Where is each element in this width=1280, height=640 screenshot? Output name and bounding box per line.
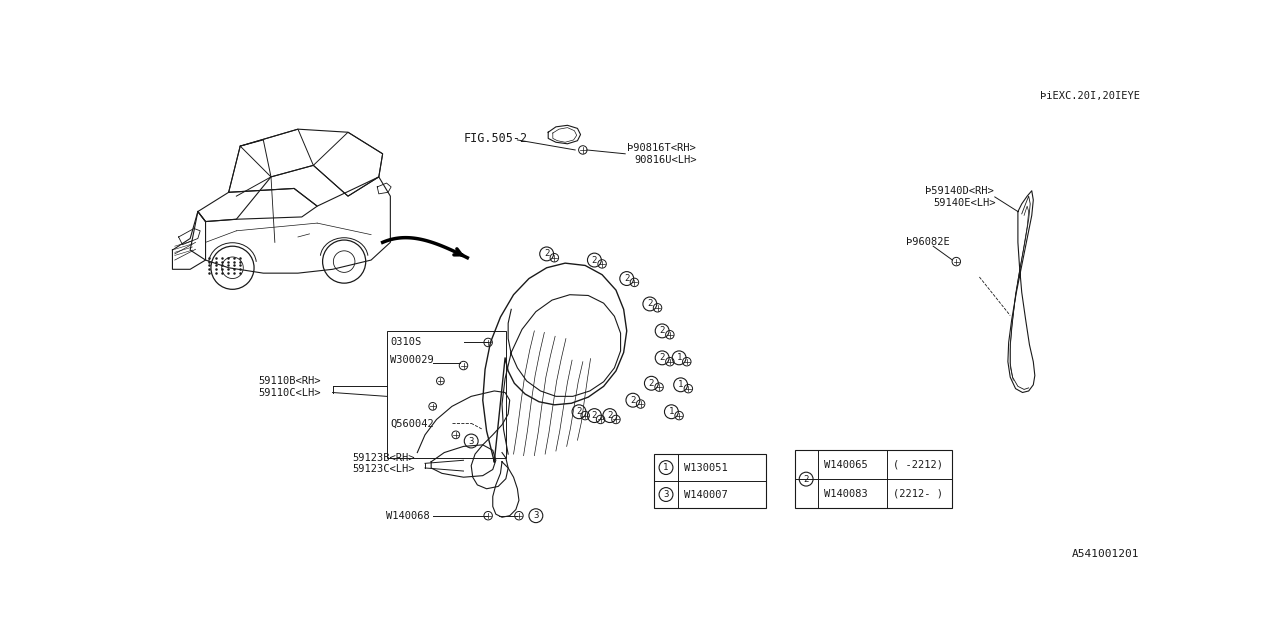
Text: 3: 3: [534, 511, 539, 520]
Text: 2: 2: [804, 475, 809, 484]
Text: Þ90816T<RH>: Þ90816T<RH>: [627, 143, 695, 152]
Text: Þ59140D<RH>: Þ59140D<RH>: [925, 186, 995, 196]
Text: 3: 3: [468, 436, 474, 445]
Text: 1: 1: [678, 380, 684, 389]
Text: ÞiEXC.20I,20IEYE: ÞiEXC.20I,20IEYE: [1039, 91, 1139, 100]
Text: W140065: W140065: [824, 460, 868, 470]
Text: Q560042: Q560042: [390, 419, 434, 428]
Text: 2: 2: [591, 255, 596, 264]
Text: 90816U<LH>: 90816U<LH>: [635, 155, 696, 165]
Text: 59123B<RH>: 59123B<RH>: [352, 453, 415, 463]
Bar: [795, 451, 952, 508]
Text: 59110B<RH>: 59110B<RH>: [257, 376, 320, 386]
Text: 1: 1: [663, 463, 668, 472]
Text: 59140E<LH>: 59140E<LH>: [933, 198, 996, 208]
Text: W130051: W130051: [684, 463, 727, 472]
Text: W300029: W300029: [390, 355, 434, 365]
Text: (2212- ): (2212- ): [893, 488, 943, 499]
Text: 2: 2: [649, 379, 654, 388]
Text: 1: 1: [676, 353, 682, 362]
Text: 2: 2: [591, 411, 596, 420]
Text: 3: 3: [663, 490, 668, 499]
Bar: [654, 454, 767, 508]
Text: A541001201: A541001201: [1073, 549, 1139, 559]
Bar: [387, 331, 506, 458]
Text: 2: 2: [607, 411, 613, 420]
Text: 59123C<LH>: 59123C<LH>: [352, 465, 415, 474]
Text: W140083: W140083: [824, 488, 868, 499]
Text: FIG.505-2: FIG.505-2: [463, 132, 527, 145]
Text: 0310S: 0310S: [390, 337, 421, 348]
Text: 2: 2: [659, 353, 664, 362]
Text: Þ96082E: Þ96082E: [906, 237, 950, 247]
Text: 2: 2: [659, 326, 664, 335]
Text: ( -2212): ( -2212): [893, 460, 943, 470]
Text: 59110C<LH>: 59110C<LH>: [257, 387, 320, 397]
Text: 2: 2: [576, 407, 581, 416]
Text: 2: 2: [625, 274, 630, 283]
Text: W140007: W140007: [684, 490, 727, 500]
Text: 2: 2: [648, 300, 653, 308]
Text: W140068: W140068: [387, 511, 430, 521]
Text: 2: 2: [544, 250, 549, 259]
Text: 2: 2: [630, 396, 636, 404]
Text: 1: 1: [668, 407, 675, 416]
